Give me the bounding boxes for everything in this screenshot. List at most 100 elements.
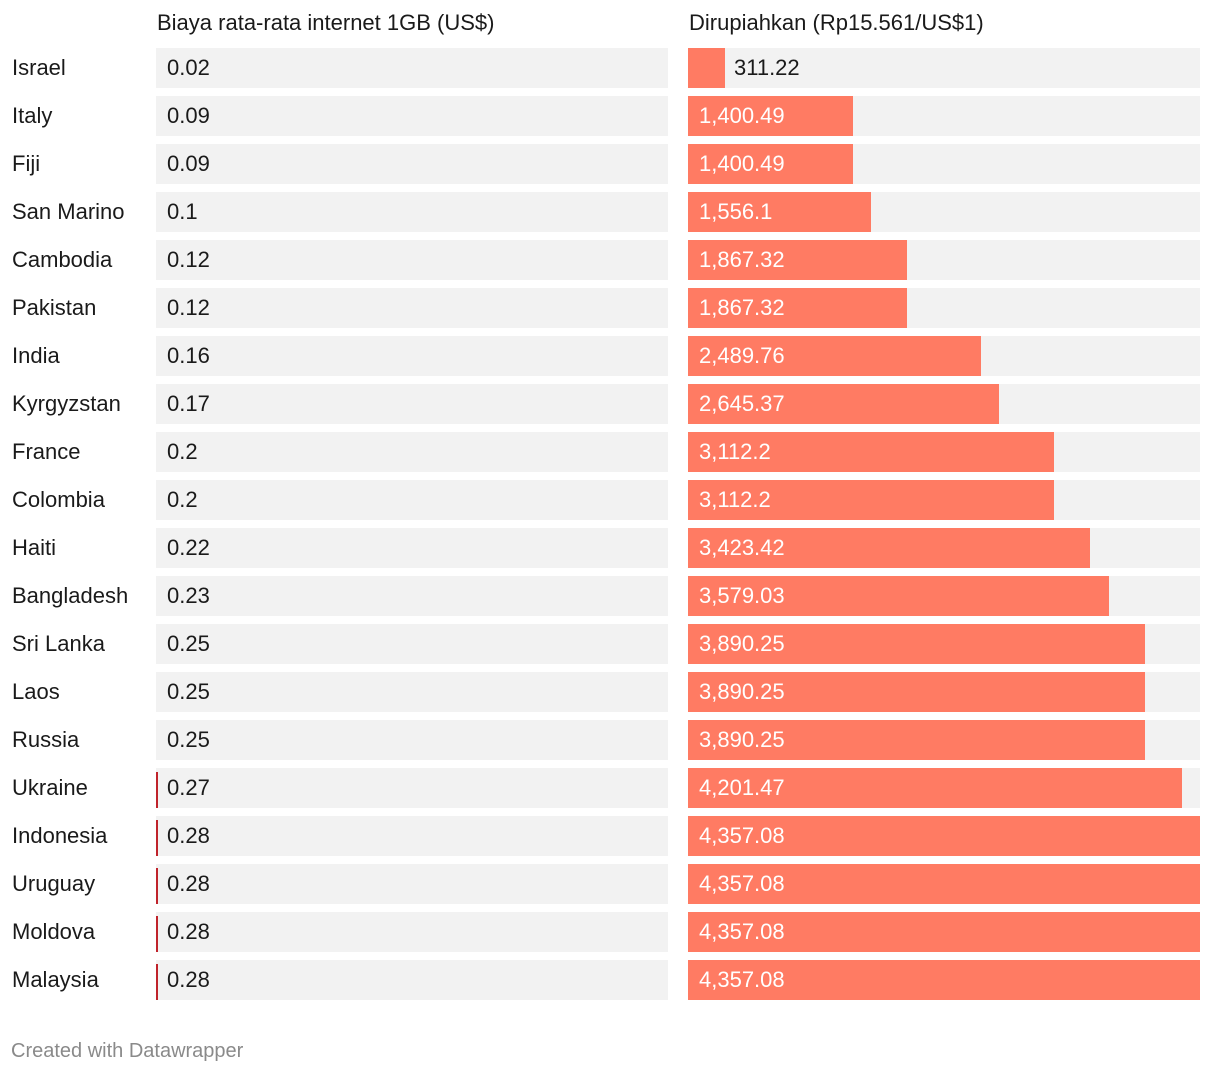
usd-cell: 0.12 (156, 288, 668, 328)
country-label: Bangladesh (12, 583, 129, 608)
rupiah-value: 1,867.32 (699, 247, 785, 272)
table-row: India 0.16 2,489.76 (0, 336, 1220, 376)
rupiah-cell: 1,867.32 (688, 288, 1200, 328)
rupiah-cell: 4,357.08 (688, 816, 1200, 856)
rupiah-bar (688, 624, 1145, 664)
rupiah-cell: 4,357.08 (688, 864, 1200, 904)
rupiah-cell: 3,890.25 (688, 720, 1200, 760)
rupiah-bar (688, 96, 853, 136)
table-row: France 0.2 3,112.2 (0, 432, 1220, 472)
rupiah-value: 3,112.2 (699, 487, 771, 512)
rupiah-bar (688, 768, 1182, 808)
rupiah-value: 4,357.08 (699, 919, 785, 944)
country-label: Kyrgyzstan (12, 391, 121, 416)
rupiah-cell: 3,579.03 (688, 576, 1200, 616)
rupiah-value: 4,201.47 (699, 775, 785, 800)
rupiah-value: 2,645.37 (699, 391, 785, 416)
rupiah-value: 3,423.42 (699, 535, 785, 560)
rupiah-value: 3,890.25 (699, 727, 785, 752)
rupiah-cell: 1,556.1 (688, 192, 1200, 232)
rupiah-cell: 311.22 (688, 48, 1200, 88)
rupiah-value: 1,556.1 (699, 199, 773, 224)
country-label: Cambodia (12, 247, 113, 272)
rupiah-cell: 1,400.49 (688, 96, 1200, 136)
rupiah-bar (688, 672, 1145, 712)
usd-cell: 0.09 (156, 144, 668, 184)
usd-cell: 0.09 (156, 96, 668, 136)
rupiah-bar (688, 240, 907, 280)
country-label: Malaysia (12, 967, 99, 992)
header-usd: Biaya rata-rata internet 1GB (US$) (157, 10, 495, 35)
usd-cell: 0.27 (156, 768, 668, 808)
country-label: Pakistan (12, 295, 97, 320)
table-row: Haiti 0.22 3,423.42 (0, 528, 1220, 568)
table-row: Moldova 0.28 4,357.08 (0, 912, 1220, 952)
usd-cell: 0.23 (156, 576, 668, 616)
rupiah-value: 2,489.76 (699, 343, 785, 368)
table-row: Israel 0.02 311.22 (0, 48, 1220, 88)
usd-cell: 0.25 (156, 624, 668, 664)
usd-cell: 0.12 (156, 240, 668, 280)
rupiah-bar (688, 576, 1109, 616)
table-row: Kyrgyzstan 0.17 2,645.37 (0, 384, 1220, 424)
usd-value: 0.02 (167, 55, 210, 80)
usd-cell: 0.28 (156, 960, 668, 1000)
rupiah-value: 1,867.32 (699, 295, 785, 320)
rupiah-value: 3,112.2 (699, 439, 771, 464)
usd-value: 0.2 (167, 439, 198, 464)
table-row: Sri Lanka 0.25 3,890.25 (0, 624, 1220, 664)
usd-cell: 0.25 (156, 672, 668, 712)
table-row: Ukraine 0.27 4,201.47 (0, 768, 1220, 808)
highlight-marker (156, 772, 158, 808)
usd-cell: 0.17 (156, 384, 668, 424)
table-row: Pakistan 0.12 1,867.32 (0, 288, 1220, 328)
rupiah-value: 3,890.25 (699, 679, 785, 704)
rupiah-bar (688, 432, 1054, 472)
table-row: Laos 0.25 3,890.25 (0, 672, 1220, 712)
table-row: Russia 0.25 3,890.25 (0, 720, 1220, 760)
usd-cell: 0.28 (156, 864, 668, 904)
country-label: Russia (12, 727, 80, 752)
highlight-marker (156, 964, 158, 1000)
table-row: Fiji 0.09 1,400.49 (0, 144, 1220, 184)
rupiah-cell: 3,890.25 (688, 672, 1200, 712)
rupiah-bar (688, 288, 907, 328)
country-label: Haiti (12, 535, 57, 560)
usd-value: 0.17 (167, 391, 210, 416)
usd-value: 0.09 (167, 103, 210, 128)
country-label: Indonesia (12, 823, 108, 848)
rupiah-bar (688, 960, 1200, 1000)
rupiah-cell: 2,489.76 (688, 336, 1200, 376)
rupiah-cell: 1,400.49 (688, 144, 1200, 184)
rupiah-cell: 3,112.2 (688, 480, 1200, 520)
usd-value: 0.16 (167, 343, 210, 368)
rupiah-cell: 4,357.08 (688, 960, 1200, 1000)
rupiah-value: 1,400.49 (699, 151, 785, 176)
usd-cell: 0.16 (156, 336, 668, 376)
country-label: Israel (12, 55, 66, 80)
usd-cell: 0.25 (156, 720, 668, 760)
country-label: Colombia (12, 487, 105, 512)
usd-value: 0.2 (167, 487, 198, 512)
country-label: Ukraine (12, 775, 88, 800)
usd-cell: 0.22 (156, 528, 668, 568)
country-label: Uruguay (12, 871, 96, 896)
country-label: Sri Lanka (12, 631, 105, 656)
usd-value: 0.12 (167, 295, 210, 320)
rupiah-cell: 3,890.25 (688, 624, 1200, 664)
usd-value: 0.25 (167, 679, 210, 704)
usd-value: 0.25 (167, 631, 210, 656)
table-row: Bangladesh 0.23 3,579.03 (0, 576, 1220, 616)
rupiah-cell: 3,423.42 (688, 528, 1200, 568)
rupiah-bar (688, 912, 1200, 952)
rupiah-cell: 1,867.32 (688, 240, 1200, 280)
country-label: Laos (12, 679, 60, 704)
rupiah-bar (688, 864, 1200, 904)
footer-credit: Created with Datawrapper (11, 1040, 244, 1062)
usd-value: 0.25 (167, 727, 210, 752)
country-label: Italy (12, 103, 53, 128)
rupiah-value: 1,400.49 (699, 103, 785, 128)
highlight-marker (156, 868, 158, 904)
usd-cell: 0.1 (156, 192, 668, 232)
usd-value: 0.1 (167, 199, 198, 224)
